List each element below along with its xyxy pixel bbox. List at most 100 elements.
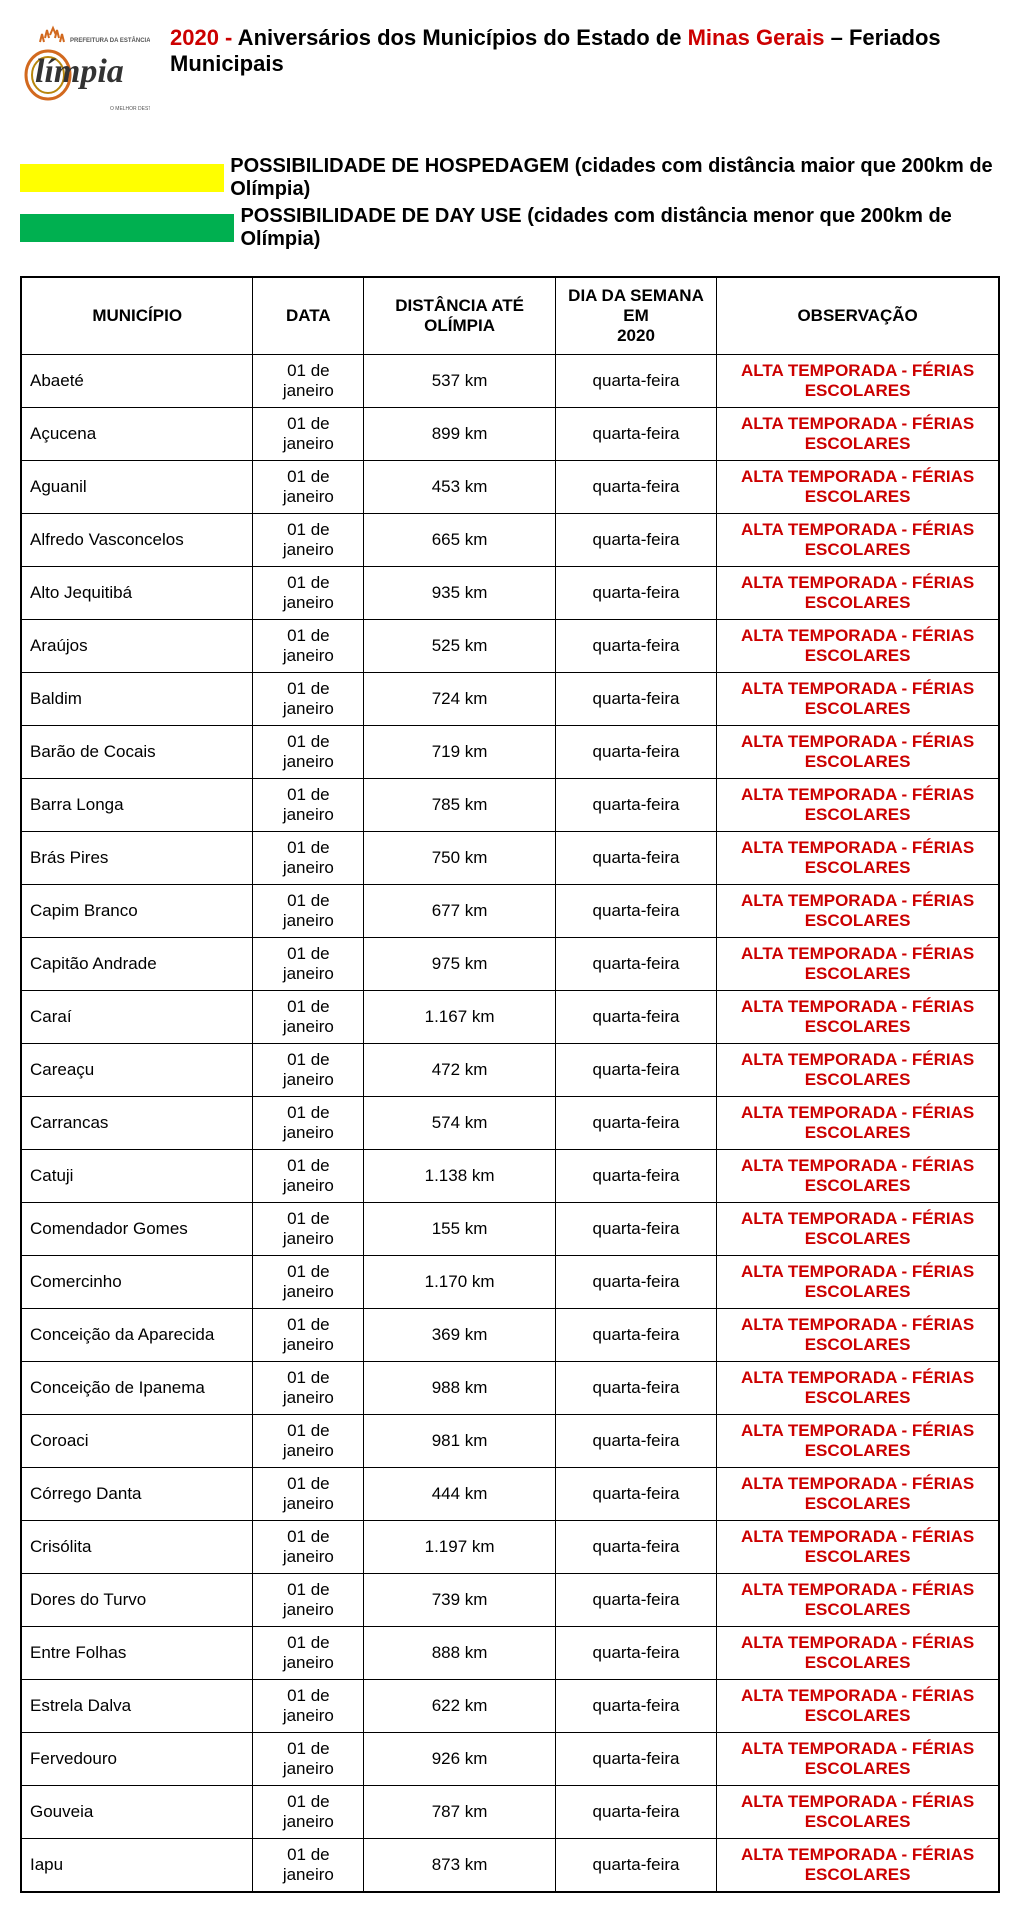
cell-distancia: 622 km <box>364 1680 556 1733</box>
cell-municipio: Açucena <box>21 408 253 461</box>
cell-dia: quarta-feira <box>555 991 716 1044</box>
table-row: Barra Longa01 de janeiro785 kmquarta-fei… <box>21 779 999 832</box>
table-row: Caraí01 de janeiro1.167 kmquarta-feiraAL… <box>21 991 999 1044</box>
cell-distancia: 525 km <box>364 620 556 673</box>
cell-dia: quarta-feira <box>555 1203 716 1256</box>
table-row: Fervedouro01 de janeiro926 kmquarta-feir… <box>21 1733 999 1786</box>
cell-dia: quarta-feira <box>555 1415 716 1468</box>
table-row: Aguanil01 de janeiro453 kmquarta-feiraAL… <box>21 461 999 514</box>
cell-municipio: Comendador Gomes <box>21 1203 253 1256</box>
cell-distancia: 574 km <box>364 1097 556 1150</box>
cell-distancia: 155 km <box>364 1203 556 1256</box>
cell-data: 01 de janeiro <box>253 832 364 885</box>
table-row: Comercinho01 de janeiro1.170 kmquarta-fe… <box>21 1256 999 1309</box>
cell-observacao: ALTA TEMPORADA - FÉRIAS ESCOLARES <box>717 1574 999 1627</box>
cell-data: 01 de janeiro <box>253 1309 364 1362</box>
table-header-row: MUNICÍPIO DATA DISTÂNCIA ATÉ OLÍMPIA DIA… <box>21 277 999 355</box>
cell-observacao: ALTA TEMPORADA - FÉRIAS ESCOLARES <box>717 991 999 1044</box>
cell-municipio: Brás Pires <box>21 832 253 885</box>
cell-data: 01 de janeiro <box>253 1521 364 1574</box>
cell-dia: quarta-feira <box>555 1044 716 1097</box>
cell-observacao: ALTA TEMPORADA - FÉRIAS ESCOLARES <box>717 355 999 408</box>
table-row: Conceição da Aparecida01 de janeiro369 k… <box>21 1309 999 1362</box>
cell-municipio: Capitão Andrade <box>21 938 253 991</box>
table-row: Alto Jequitibá01 de janeiro935 kmquarta-… <box>21 567 999 620</box>
cell-municipio: Fervedouro <box>21 1733 253 1786</box>
cell-dia: quarta-feira <box>555 1786 716 1839</box>
cell-distancia: 975 km <box>364 938 556 991</box>
cell-dia: quarta-feira <box>555 885 716 938</box>
legend-text-hospedagem: POSSIBILIDADE DE HOSPEDAGEM (cidades com… <box>230 155 1000 201</box>
cell-data: 01 de janeiro <box>253 1097 364 1150</box>
cell-data: 01 de janeiro <box>253 1256 364 1309</box>
cell-data: 01 de janeiro <box>253 408 364 461</box>
cell-distancia: 1.138 km <box>364 1150 556 1203</box>
table-row: Careaçu01 de janeiro472 kmquarta-feiraAL… <box>21 1044 999 1097</box>
cell-dia: quarta-feira <box>555 1521 716 1574</box>
cell-dia: quarta-feira <box>555 1256 716 1309</box>
cell-dia: quarta-feira <box>555 620 716 673</box>
cell-data: 01 de janeiro <box>253 1839 364 1893</box>
cell-municipio: Gouveia <box>21 1786 253 1839</box>
legend-swatch-yellow <box>20 164 224 192</box>
cell-data: 01 de janeiro <box>253 1044 364 1097</box>
cell-dia: quarta-feira <box>555 355 716 408</box>
cell-data: 01 de janeiro <box>253 1733 364 1786</box>
cell-observacao: ALTA TEMPORADA - FÉRIAS ESCOLARES <box>717 620 999 673</box>
th-observacao: OBSERVAÇÃO <box>717 277 999 355</box>
cell-observacao: ALTA TEMPORADA - FÉRIAS ESCOLARES <box>717 1680 999 1733</box>
cell-municipio: Córrego Danta <box>21 1468 253 1521</box>
cell-distancia: 453 km <box>364 461 556 514</box>
svg-text:límpia: límpia <box>35 53 124 90</box>
cell-observacao: ALTA TEMPORADA - FÉRIAS ESCOLARES <box>717 1733 999 1786</box>
cell-observacao: ALTA TEMPORADA - FÉRIAS ESCOLARES <box>717 673 999 726</box>
cell-dia: quarta-feira <box>555 1468 716 1521</box>
cell-distancia: 899 km <box>364 408 556 461</box>
cell-municipio: Alfredo Vasconcelos <box>21 514 253 567</box>
cell-municipio: Conceição da Aparecida <box>21 1309 253 1362</box>
cell-data: 01 de janeiro <box>253 1150 364 1203</box>
cell-municipio: Conceição de Ipanema <box>21 1362 253 1415</box>
cell-observacao: ALTA TEMPORADA - FÉRIAS ESCOLARES <box>717 1627 999 1680</box>
title-state: Minas Gerais <box>688 25 825 50</box>
table-row: Baldim01 de janeiro724 kmquarta-feiraALT… <box>21 673 999 726</box>
th-distancia: DISTÂNCIA ATÉ OLÍMPIA <box>364 277 556 355</box>
cell-observacao: ALTA TEMPORADA - FÉRIAS ESCOLARES <box>717 1203 999 1256</box>
svg-text:PREFEITURA DA ESTÂNCIA TURÍSTI: PREFEITURA DA ESTÂNCIA TURÍSTICA DE <box>70 36 150 44</box>
cell-dia: quarta-feira <box>555 1733 716 1786</box>
legend-text-dayuse: POSSIBILIDADE DE DAY USE (cidades com di… <box>240 205 1000 251</box>
cell-observacao: ALTA TEMPORADA - FÉRIAS ESCOLARES <box>717 461 999 514</box>
cell-data: 01 de janeiro <box>253 461 364 514</box>
cell-municipio: Dores do Turvo <box>21 1574 253 1627</box>
legend-row-dayuse: POSSIBILIDADE DE DAY USE (cidades com di… <box>20 205 1000 251</box>
cell-municipio: Coroaci <box>21 1415 253 1468</box>
cell-distancia: 739 km <box>364 1574 556 1627</box>
table-row: Córrego Danta01 de janeiro444 kmquarta-f… <box>21 1468 999 1521</box>
cell-dia: quarta-feira <box>555 1362 716 1415</box>
cell-dia: quarta-feira <box>555 1839 716 1893</box>
cell-observacao: ALTA TEMPORADA - FÉRIAS ESCOLARES <box>717 779 999 832</box>
cell-data: 01 de janeiro <box>253 726 364 779</box>
cell-municipio: Iapu <box>21 1839 253 1893</box>
cell-dia: quarta-feira <box>555 408 716 461</box>
table-row: Capim Branco01 de janeiro677 kmquarta-fe… <box>21 885 999 938</box>
cell-dia: quarta-feira <box>555 1627 716 1680</box>
cell-dia: quarta-feira <box>555 514 716 567</box>
cell-observacao: ALTA TEMPORADA - FÉRIAS ESCOLARES <box>717 1309 999 1362</box>
cell-distancia: 873 km <box>364 1839 556 1893</box>
cell-dia: quarta-feira <box>555 673 716 726</box>
cell-distancia: 981 km <box>364 1415 556 1468</box>
cell-distancia: 369 km <box>364 1309 556 1362</box>
cell-municipio: Comercinho <box>21 1256 253 1309</box>
cell-data: 01 de janeiro <box>253 938 364 991</box>
cell-dia: quarta-feira <box>555 1309 716 1362</box>
cell-distancia: 537 km <box>364 355 556 408</box>
cell-data: 01 de janeiro <box>253 620 364 673</box>
table-row: Barão de Cocais01 de janeiro719 kmquarta… <box>21 726 999 779</box>
cell-observacao: ALTA TEMPORADA - FÉRIAS ESCOLARES <box>717 1468 999 1521</box>
table-body: Abaeté01 de janeiro537 kmquarta-feiraALT… <box>21 355 999 1893</box>
title-mid1: Aniversários dos Municípios do Estado de <box>232 25 687 50</box>
cell-municipio: Careaçu <box>21 1044 253 1097</box>
table-row: Araújos01 de janeiro525 kmquarta-feiraAL… <box>21 620 999 673</box>
cell-observacao: ALTA TEMPORADA - FÉRIAS ESCOLARES <box>717 938 999 991</box>
